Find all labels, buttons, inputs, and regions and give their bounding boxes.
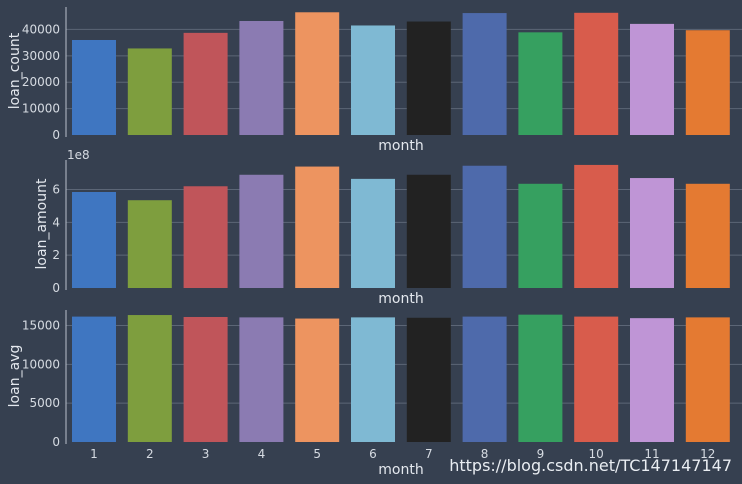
loan-avg-bar-1 [72,316,116,442]
loan-avg-bar-6 [351,317,395,442]
loan-count-bar-2 [127,48,172,135]
loan-count-bar-11 [630,23,674,135]
loan-count-bar-3 [183,32,228,135]
loan-count-bar-6 [351,25,395,135]
loan-amount-xlabel: month [378,291,423,307]
loan-count-bar-9 [518,32,563,135]
loan-avg-bar-9 [518,314,563,442]
loan-amount-bar-9 [518,183,563,288]
loan-count-bar-1 [72,39,116,136]
loan-avg-bar-7 [406,317,451,442]
loan-avg-xtick-label: 8 [481,447,489,461]
loan-avg-xtick-label: 1 [90,447,98,461]
loan-count-ytick-label: 30000 [22,49,60,63]
loan-amount-ytick-label: 4 [52,215,60,229]
loan-avg-ytick-label: 10000 [22,357,60,371]
loan-count-ytick-label: 40000 [22,22,60,36]
loan-avg-bar-8 [462,316,507,442]
loan-avg-bar-3 [183,316,228,442]
loan-count-bar-7 [406,21,451,135]
loan-count-xlabel: month [378,138,423,154]
loan-count-bar-8 [462,13,507,136]
loan-avg-xtick-label: 9 [537,447,545,461]
loan-count-ytick-label: 0 [52,128,60,142]
loan-amount-bar-8 [462,165,507,288]
loan-avg-bar-4 [239,317,284,442]
loan-avg-xtick-label: 7 [425,447,433,461]
loan-amount-bar-11 [630,178,674,288]
loan-avg-bar-2 [127,315,172,442]
loan-amount-ytick-label: 6 [52,183,60,197]
loan-avg-ytick-label: 0 [52,435,60,449]
loan-avg-ytick-label: 15000 [22,319,60,333]
loan-amount-bar-12 [685,183,730,288]
loan-avg-xtick-label: 2 [146,447,154,461]
loan-count-ytick-label: 20000 [22,75,60,89]
loan-amount-offset-label: 1e8 [67,148,90,162]
loan-avg-xtick-label: 3 [202,447,210,461]
watermark: https://blog.csdn.net/TC147147147 [449,456,732,475]
loan-amount-bar-4 [239,174,284,288]
loan-amount-ylabel: loan_amount [34,178,50,269]
loan-amount-ytick-label: 2 [52,248,60,262]
loan-avg-ylabel: loan_avg [7,345,23,408]
loan-count-panel: 0 10000 20000 30000 40000 month loan_count [7,7,742,154]
loan-amount-bar-2 [127,200,172,288]
loan-count-bar-12 [685,30,730,135]
loan-avg-xtick-label: 5 [313,447,321,461]
loan-count-bar-10 [574,12,619,136]
loan-amount-bar-1 [72,192,116,288]
loan-amount-bar-6 [351,178,395,288]
loan-avg-xtick-label: 6 [369,447,377,461]
loan-count-ylabel: loan_count [7,32,23,109]
loan-amount-bar-3 [183,186,228,288]
loan-count-bar-5 [295,12,340,135]
loan-avg-bar-10 [574,316,619,442]
loan-avg-xtick-label: 12 [700,447,715,461]
loan-avg-ytick-label: 5000 [29,396,60,410]
loan-avg-xlabel: month [378,462,423,478]
loan-count-ytick-label: 10000 [22,102,60,116]
loan-amount-bar-5 [295,166,340,288]
loan-amount-bar-7 [406,174,451,288]
loan-avg-bar-5 [295,318,340,442]
loan-avg-xtick-label: 4 [258,447,266,461]
loan-amount-panel: 0 2 4 6 1e8 month loan_amount [34,148,742,307]
loan-count-bar-4 [239,20,284,136]
loan-amount-ytick-label: 0 [52,281,60,295]
loan-avg-xtick-label: 10 [589,447,604,461]
loan-avg-bar-11 [630,318,674,442]
loan-amount-bar-10 [574,164,619,288]
loan-avg-bar-12 [685,317,730,442]
loan-avg-xtick-label: 11 [644,447,659,461]
